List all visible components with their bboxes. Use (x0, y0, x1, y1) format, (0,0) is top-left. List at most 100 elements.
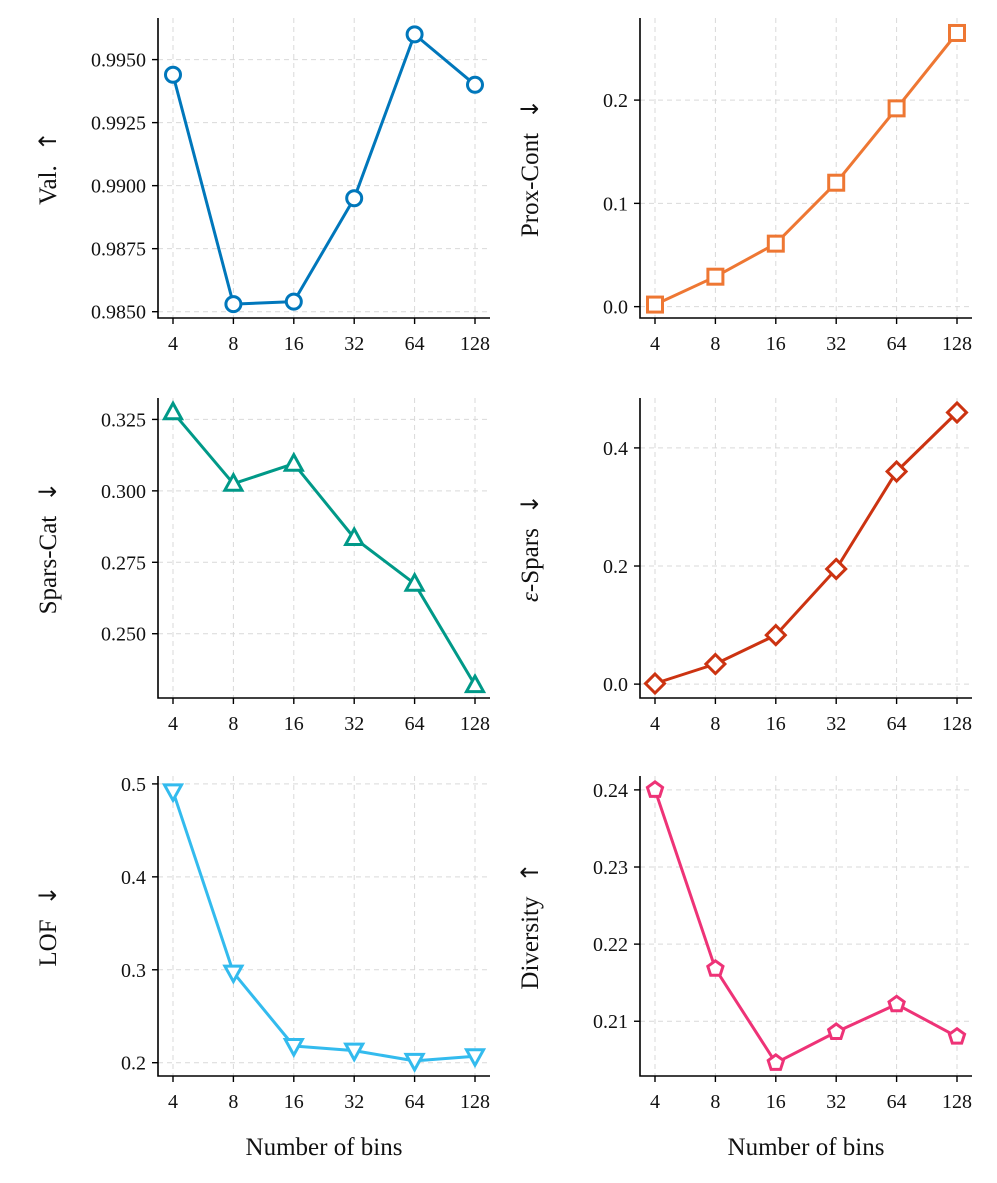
y-axis-label-text: Val. (35, 165, 62, 205)
data-point (405, 25, 424, 44)
axes-spines (157, 18, 490, 319)
y-tick-label: 0.9925 (91, 113, 146, 135)
data-point (703, 652, 728, 676)
x-tick-label: 8 (710, 1091, 720, 1113)
y-axis-label-arrow: ↓ (34, 885, 62, 905)
y-tick-label: 0.4 (121, 867, 146, 889)
data-point (403, 1052, 426, 1073)
x-tick-label: 128 (942, 333, 972, 355)
data-point (887, 994, 906, 1013)
panel-validity: 4 8 16 32 64 128 0.9850 0.9875 0.9900 0.9925 0.995… (34, 18, 490, 355)
data-point (887, 99, 906, 118)
x-tick-label: 4 (168, 1091, 178, 1113)
axes-spines (639, 398, 972, 699)
x-tick-label: 32 (826, 713, 846, 735)
x-tick-label: 64 (405, 713, 425, 735)
x-tick-label: 16 (766, 333, 786, 355)
x-tick-label: 16 (766, 1091, 786, 1113)
y-axis-label-arrow: ↓ (516, 99, 544, 119)
data-point (764, 623, 788, 647)
data-point (224, 295, 243, 314)
y-tick-label: 0.325 (101, 409, 146, 431)
series-line (171, 411, 477, 686)
data-point (222, 964, 245, 985)
data-point (282, 1038, 305, 1059)
y-tick-label: 0.23 (593, 857, 628, 879)
y-axis-label-arrow: ↑ (516, 862, 544, 882)
x-tick-label: 16 (766, 713, 786, 735)
y-tick-label: 0.300 (101, 481, 146, 503)
y-tick-label: 0.250 (101, 624, 146, 646)
x-tick-label: 32 (826, 1091, 846, 1113)
y-tick-label: 0.9950 (91, 50, 146, 72)
x-tick-label: 4 (168, 333, 178, 355)
x-tick-label: 8 (710, 713, 720, 735)
y-axis-label-arrow: ↓ (34, 482, 62, 502)
x-axis-label: Number of bins (728, 1134, 885, 1161)
data-point (766, 1053, 786, 1071)
axes-spines (157, 776, 490, 1077)
data-point (403, 571, 426, 592)
x-tick-label: 64 (887, 333, 907, 355)
panel-diversity: 4 8 16 32 64 128 0.21 0.22 0.23 0.24 Diversity ↑ Num… (516, 776, 972, 1161)
y-tick-label: 0.2 (603, 556, 628, 578)
x-tick-label: 128 (942, 713, 972, 735)
x-tick-label: 32 (344, 1091, 364, 1113)
y-tick-label: 0.2 (603, 90, 628, 112)
data-point (706, 958, 725, 977)
y-axis-label-text: Diversity (517, 896, 544, 990)
y-axis-label: Prox-Cont ↓ (516, 99, 544, 237)
data-point (164, 65, 182, 84)
y-tick-label: 0.275 (101, 552, 146, 574)
x-tick-label: 32 (826, 333, 846, 355)
data-point (706, 267, 725, 286)
data-point (463, 1048, 487, 1069)
series-line (654, 411, 959, 685)
panel-prox-cont: 4 8 16 32 64 128 0.0 0.1 0.2 Prox-Cont ↓ (516, 18, 972, 355)
axes-spines (639, 776, 972, 1077)
x-tick-label: 64 (405, 333, 425, 355)
y-tick-label: 0.9900 (91, 176, 146, 198)
x-tick-label: 8 (710, 333, 720, 355)
axes-spines (639, 18, 972, 319)
panel-spars-cat: 4 8 16 32 64 128 0.250 0.275 0.300 0.325 Spars-Cat… (34, 398, 490, 735)
data-point (884, 459, 909, 484)
y-axis-label-text: -Spars (517, 528, 544, 592)
y-tick-label: 0.2 (121, 1053, 146, 1075)
y-axis-label-text: Spars-Cat (35, 516, 62, 615)
x-tick-label: 64 (405, 1091, 425, 1113)
data-point (282, 451, 305, 472)
series-line (653, 789, 958, 1065)
panel-lof: 4 8 16 32 64 128 0.2 0.3 0.4 0.5 LOF ↓ Number of bin… (34, 774, 490, 1161)
y-tick-label: 0.5 (121, 774, 146, 796)
data-point (945, 400, 969, 425)
x-tick-label: 128 (460, 713, 490, 735)
x-axis-label: Number of bins (246, 1134, 403, 1161)
data-point (161, 400, 185, 421)
data-point (827, 173, 846, 192)
data-point (824, 557, 848, 581)
x-tick-label: 128 (942, 1091, 972, 1113)
x-tick-label: 16 (284, 1091, 304, 1113)
data-point (766, 234, 785, 253)
y-axis-label-symbol: ε (517, 592, 544, 602)
x-tick-label: 16 (284, 333, 304, 355)
data-point (222, 471, 245, 492)
y-axis-label-arrow: ↓ (516, 494, 544, 514)
data-point (343, 1042, 366, 1063)
y-axis-label: Spars-Cat ↓ (34, 482, 62, 615)
x-tick-label: 8 (228, 333, 238, 355)
series-line (171, 32, 476, 306)
y-tick-label: 0.4 (603, 438, 628, 460)
y-axis-label: LOF ↓ (34, 885, 62, 966)
x-tick-label: 4 (650, 333, 660, 355)
x-tick-label: 128 (460, 1091, 490, 1113)
y-tick-label: 0.3 (121, 960, 146, 982)
axes-spines (157, 398, 490, 699)
data-point (466, 75, 484, 94)
x-tick-label: 4 (650, 1091, 660, 1113)
x-tick-label: 32 (344, 333, 364, 355)
data-point (643, 671, 667, 696)
y-tick-label: 0.1 (603, 193, 628, 215)
